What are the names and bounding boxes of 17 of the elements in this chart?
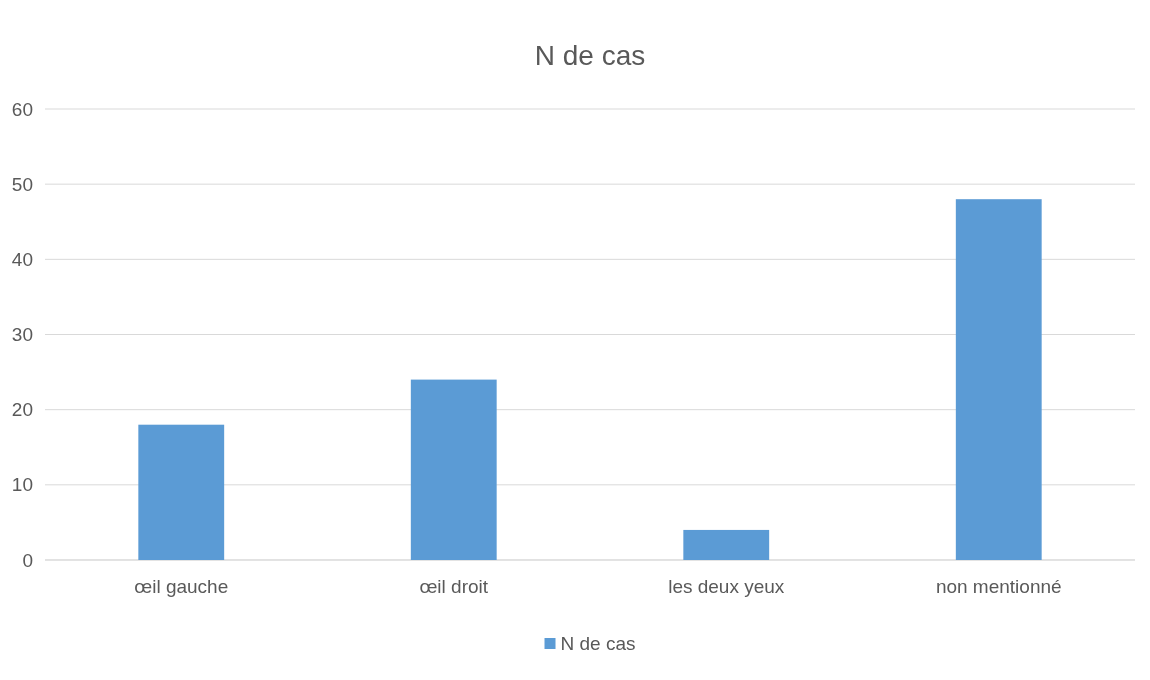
x-tick-label: œil gauche	[134, 576, 229, 598]
bar	[683, 529, 770, 560]
y-tick-label: 30	[11, 324, 33, 346]
y-tick-label: 20	[11, 399, 33, 421]
bar	[955, 199, 1042, 560]
legend-label: N de cas	[560, 633, 636, 654]
y-tick-label: 0	[22, 549, 33, 571]
y-tick-label: 10	[11, 474, 33, 496]
y-tick-label: 50	[11, 173, 33, 195]
y-tick-label: 40	[11, 248, 33, 270]
x-tick-label: œil droit	[419, 576, 489, 598]
x-tick-label: les deux yeux	[668, 576, 785, 598]
y-tick-label: 60	[11, 98, 33, 120]
chart-title: N de cas	[534, 40, 646, 71]
x-tick-label: non mentionné	[935, 576, 1062, 598]
bar	[410, 379, 497, 560]
bar	[138, 424, 225, 560]
